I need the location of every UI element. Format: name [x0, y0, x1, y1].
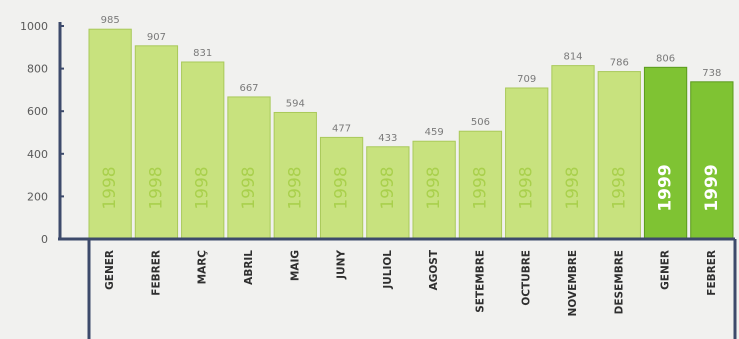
y-tick-label: 0: [41, 233, 48, 246]
x-tick-label: FEBRER: [150, 250, 162, 296]
x-tick-label: JUNY: [336, 250, 348, 280]
x-tick-label: DESEMBRE: [613, 250, 625, 314]
bar-value-label: 907: [147, 32, 166, 43]
x-tick-label: OCTUBRE: [521, 250, 533, 306]
bar: [227, 96, 271, 240]
bar-year-label: 1998: [193, 166, 213, 209]
bar: [412, 140, 456, 240]
bar-year-label: 1998: [146, 166, 166, 209]
y-axis: 0 200 400 600 800 1000: [20, 20, 64, 246]
y-tick-label: 400: [27, 148, 48, 161]
bar: [597, 71, 641, 240]
bar-value-label: 433: [378, 133, 397, 144]
bar-value-label: 786: [610, 58, 629, 69]
y-tick-label: 800: [27, 63, 48, 76]
x-tick-label: MARÇ: [197, 250, 209, 285]
bar-year-label: 1998: [517, 166, 537, 209]
y-tick-label: 200: [27, 190, 48, 203]
y-tick-label: 1000: [20, 20, 48, 33]
bar: [319, 136, 364, 240]
bar-value-label: 594: [286, 98, 305, 109]
x-tick-label: JULIOL: [382, 250, 394, 290]
bar-value-label: 477: [332, 123, 351, 134]
bar: [505, 87, 549, 240]
bar-year-label: 1998: [378, 166, 398, 209]
bar-value-label: 709: [517, 74, 536, 85]
bar-value-label: 667: [239, 83, 258, 94]
x-axis: GENER FEBRER MARÇ ABRIL MAIG JUNY JULIOL AGOST S…: [58, 237, 737, 339]
y-tick-label: 600: [27, 105, 48, 118]
bar: [690, 81, 734, 240]
x-tick-label: FEBRER: [706, 250, 718, 296]
bar-year-label: 1998: [563, 166, 583, 209]
bar-value-label: 459: [425, 127, 444, 138]
bar: [458, 130, 503, 240]
x-tick-label: ABRIL: [243, 250, 255, 285]
bar: [134, 45, 179, 240]
x-tick-label: MAIG: [289, 250, 301, 281]
bar-value-label: 806: [656, 53, 675, 64]
bar-year-label: 1998: [285, 166, 305, 209]
x-tick-label: NOVEMBRE: [567, 250, 579, 316]
bar-value-label: 831: [193, 48, 212, 59]
bar-year-label: 1998: [332, 166, 352, 209]
bar-year-label: 1998: [239, 166, 259, 209]
bar: [551, 65, 595, 240]
bar-year-label: 1998: [100, 166, 120, 209]
x-tick-label: AGOST: [428, 249, 440, 290]
bar: [273, 111, 317, 240]
x-tick-label: GENER: [660, 250, 672, 290]
bar-year-label: 1999: [656, 164, 676, 211]
bars: 985 1998 907 1998 831 1998 667 1998 594 1998 477 19…: [88, 15, 734, 240]
bar: [643, 66, 688, 240]
bar-value-label: 738: [702, 68, 721, 79]
bar-year-label: 1999: [702, 164, 722, 211]
bar-value-label: 814: [563, 52, 582, 63]
x-tick-label: GENER: [104, 250, 116, 290]
bar: [181, 61, 225, 240]
bar-value-label: 506: [471, 117, 490, 128]
bar-year-label: 1998: [424, 166, 444, 209]
bar-year-label: 1998: [470, 166, 490, 209]
bar-value-label: 985: [101, 15, 120, 26]
bar: [366, 146, 410, 240]
bar-year-label: 1998: [609, 166, 629, 209]
x-tick-label: SETEMBRE: [474, 250, 486, 313]
